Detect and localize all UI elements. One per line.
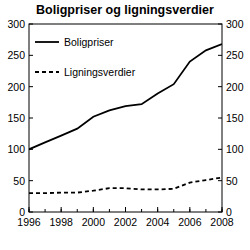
x-tick-label: 1998	[49, 216, 73, 228]
x-tick-label: 2000	[82, 216, 106, 228]
series-group	[29, 44, 222, 193]
x-tick-label: 2008	[210, 216, 234, 228]
x-minor-tick	[77, 209, 78, 212]
x-tick	[61, 207, 62, 212]
y2-tick	[218, 149, 222, 150]
x-tick	[157, 207, 158, 212]
y2-tick	[218, 180, 222, 181]
series-line	[29, 44, 222, 149]
x-tick-label: 2002	[114, 216, 138, 228]
x-tick	[93, 207, 94, 212]
y2-tick-label: 250	[226, 49, 244, 61]
title: Boligpriser og ligningsverdier	[36, 3, 214, 17]
series-line	[29, 178, 222, 194]
y-tick	[29, 55, 33, 56]
legend-swatch	[35, 41, 59, 43]
y-tick	[29, 212, 33, 213]
legend-label: Boligpriser	[64, 36, 114, 48]
y-tick-label: 250	[7, 49, 25, 61]
y-tick-label: 150	[7, 112, 25, 124]
y2-tick-label: 200	[226, 81, 244, 93]
x-minor-tick	[45, 209, 46, 212]
y2-tick	[218, 24, 222, 25]
y-tick	[29, 118, 33, 119]
x-tick-label: 1996	[17, 216, 41, 228]
x-minor-tick	[205, 209, 206, 212]
x-minor-tick	[173, 209, 174, 212]
x-tick	[125, 207, 126, 212]
x-tick	[29, 207, 30, 212]
x-minor-tick	[141, 209, 142, 212]
y-tick-label: 100	[7, 143, 25, 155]
y2-tick	[218, 118, 222, 119]
x-tick	[189, 207, 190, 212]
y-tick-label: 50	[13, 175, 25, 187]
y-tick	[29, 86, 33, 87]
y-tick-label: 200	[7, 81, 25, 93]
chart: Boligpriser og ligningsverdier0501001502…	[0, 0, 250, 250]
x-tick-label: 2006	[178, 216, 202, 228]
y-tick	[29, 180, 33, 181]
y2-tick	[218, 55, 222, 56]
y2-tick	[218, 212, 222, 213]
y2-tick-label: 100	[226, 143, 244, 155]
x-tick-label: 2004	[146, 216, 170, 228]
y2-tick-label: 50	[226, 175, 238, 187]
y2-tick-label: 300	[226, 18, 244, 30]
legend-label: Ligningsverdier	[64, 66, 136, 78]
x-minor-tick	[109, 209, 110, 212]
y2-tick	[218, 86, 222, 87]
y-tick	[29, 24, 33, 25]
y2-tick-label: 150	[226, 112, 244, 124]
y-tick-label: 300	[7, 18, 25, 30]
plot-frame	[29, 24, 222, 212]
x-tick	[222, 207, 223, 212]
legend-swatch	[35, 71, 59, 73]
